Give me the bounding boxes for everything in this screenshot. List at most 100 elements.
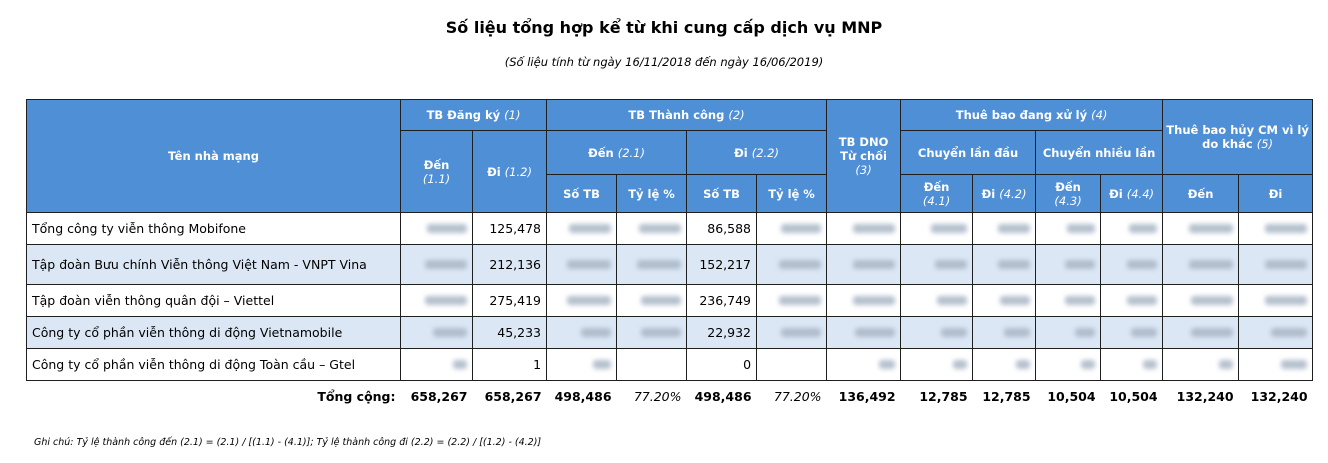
header-first-in: Đến (4.1)	[900, 174, 974, 213]
blurred-cell	[400, 244, 473, 285]
reg-out-value: 125,478	[471, 212, 548, 245]
blurred-cell	[1238, 316, 1314, 349]
header-first-out: Đi (4.2)	[972, 174, 1037, 213]
total-value: 658,267	[472, 380, 547, 412]
blurred-cell	[756, 244, 828, 285]
total-value: 12,785	[972, 380, 1036, 412]
header-success: TB Thành công (2)	[546, 99, 828, 131]
blurred-cell	[1100, 348, 1164, 381]
blurred-cell	[1035, 348, 1102, 381]
total-value: 132,240	[1162, 380, 1239, 412]
header-cancel-in: Đến	[1162, 174, 1240, 213]
blurred-cell	[972, 284, 1037, 317]
blurred-cell	[1100, 212, 1164, 245]
total-value: 12,785	[900, 380, 973, 412]
reg-out-value: 275,419	[471, 284, 548, 317]
header-succ-in-rate: Tỷ lệ %	[616, 174, 688, 213]
total-value: 658,267	[400, 380, 473, 412]
table-row: Tập đoàn viễn thông quân đội – Viettel 2…	[26, 284, 1314, 317]
table-row: Tổng công ty viễn thông Mobifone 125,478…	[26, 212, 1314, 245]
blurred-cell	[1035, 212, 1102, 245]
header-multi-in: Đến (4.3)	[1035, 174, 1102, 213]
blurred-cell	[826, 212, 902, 245]
blurred-cell	[616, 244, 688, 285]
blurred-cell	[1162, 284, 1240, 317]
blurred-cell	[826, 244, 902, 285]
blurred-cell	[1238, 284, 1314, 317]
total-value: 132,240	[1238, 380, 1313, 412]
blurred-cell	[972, 316, 1037, 349]
blurred-cell	[546, 212, 618, 245]
blurred-cell	[972, 348, 1037, 381]
blurred-cell	[1100, 244, 1164, 285]
blurred-cell	[546, 284, 618, 317]
succ-out-value: 22,932	[686, 316, 758, 349]
succ-out-value: 86,588	[686, 212, 758, 245]
total-value: 498,486	[686, 380, 757, 412]
blurred-cell	[1238, 212, 1314, 245]
blurred-cell	[1238, 244, 1314, 285]
blurred-cell	[900, 316, 974, 349]
total-value: 498,486	[546, 380, 617, 412]
blurred-cell	[1100, 316, 1164, 349]
blurred-cell	[900, 348, 974, 381]
header-succ-in: Đến (2.1)	[546, 130, 688, 175]
header-processing: Thuê bao đang xử lý (4)	[900, 99, 1164, 131]
blurred-cell	[826, 284, 902, 317]
header-dno-rejected: TB DNO Từ chối (3)	[826, 99, 902, 213]
blurred-cell	[900, 284, 974, 317]
blurred-cell	[1035, 244, 1102, 285]
blurred-cell	[900, 244, 974, 285]
blurred-cell	[1238, 348, 1314, 381]
blurred-cell	[546, 316, 618, 349]
header-multi-out: Đi (4.4)	[1100, 174, 1164, 213]
header-cancelled: Thuê bao hủy CM vì lý do khác (5)	[1162, 99, 1314, 175]
table-row: Tập đoàn Bưu chính Viễn thông Việt Nam -…	[26, 244, 1314, 285]
blurred-cell	[1035, 316, 1102, 349]
blurred-cell	[1162, 348, 1240, 381]
blurred-cell	[756, 212, 828, 245]
blurred-cell	[546, 348, 618, 381]
network-name: Tổng công ty viễn thông Mobifone	[26, 212, 401, 245]
table-row: Công ty cổ phần viễn thông di động Toàn …	[26, 348, 1314, 381]
blurred-cell	[1100, 284, 1164, 317]
blurred-cell	[616, 316, 688, 349]
blurred-cell	[400, 348, 473, 381]
total-value: 10,504	[1035, 380, 1101, 412]
header-succ-out: Đi (2.2)	[686, 130, 828, 175]
blurred-cell	[826, 316, 902, 349]
blurred-cell	[1035, 284, 1102, 317]
succ-out-value: 152,217	[686, 244, 758, 285]
total-label: Tổng cộng:	[26, 380, 401, 412]
header-reg-in: Đến (1.1)	[400, 130, 473, 213]
blurred-cell	[1162, 244, 1240, 285]
blurred-cell	[972, 244, 1037, 285]
page-subtitle: (Số liệu tính từ ngày 16/11/2018 đến ngà…	[504, 55, 824, 69]
blurred-cell	[1162, 316, 1240, 349]
network-name: Tập đoàn Bưu chính Viễn thông Việt Nam -…	[26, 244, 401, 285]
blurred-cell	[400, 284, 473, 317]
succ-out-value: 0	[686, 348, 758, 381]
total-rate: 77.20%	[756, 380, 827, 412]
header-network-name: Tên nhà mạng	[26, 99, 401, 213]
page-title: Số liệu tổng hợp kể từ khi cung cấp dịch…	[445, 18, 883, 37]
blurred-cell	[826, 348, 902, 381]
blurred-cell	[400, 316, 473, 349]
network-name: Công ty cổ phần viễn thông di động Toàn …	[26, 348, 401, 381]
network-name: Tập đoàn viễn thông quân đội – Viettel	[26, 284, 401, 317]
blurred-cell	[756, 284, 828, 317]
mnp-summary-table: Tên nhà mạng TB Đăng ký (1) TB Thành côn…	[26, 99, 1314, 412]
reg-out-value: 212,136	[471, 244, 548, 285]
table-row: Công ty cổ phần viễn thông di động Vietn…	[26, 316, 1314, 349]
blurred-cell	[616, 212, 688, 245]
header-succ-out-count: Số TB	[686, 174, 758, 213]
header-reg-out: Đi (1.2)	[471, 130, 548, 213]
reg-out-value: 1	[471, 348, 548, 381]
blurred-cell	[616, 348, 688, 381]
header-cancel-out: Đi	[1238, 174, 1314, 213]
blurred-cell	[900, 212, 974, 245]
total-value: 136,492	[826, 380, 901, 412]
blurred-cell	[972, 212, 1037, 245]
total-rate: 77.20%	[616, 380, 687, 412]
succ-out-value: 236,749	[686, 284, 758, 317]
